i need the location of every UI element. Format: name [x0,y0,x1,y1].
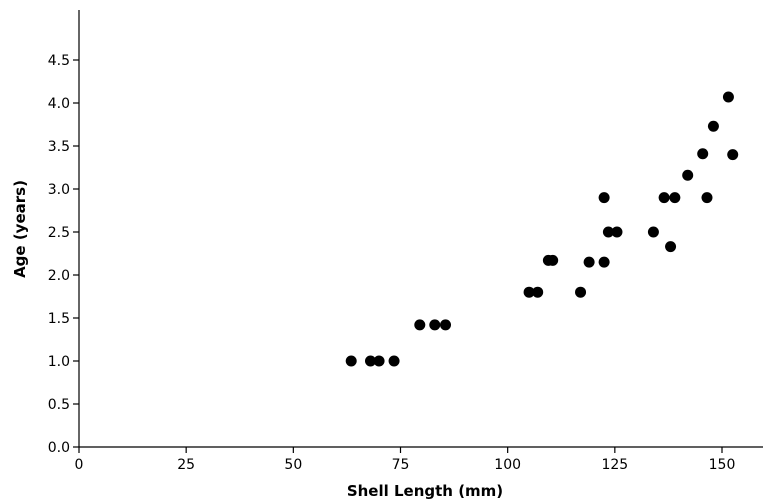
data-point [701,192,713,204]
data-point [611,226,623,238]
data-point [364,355,376,367]
data-point [682,169,694,181]
x-tick-label: 0 [75,457,84,473]
data-point [598,256,610,268]
data-point [583,256,595,268]
data-point [707,120,719,132]
y-tick-label: 1.0 [48,354,70,370]
x-tick-group: 0 25 50 75 100 125 150 [75,447,736,473]
y-tick-label: 2.0 [48,268,70,284]
data-point [547,254,559,266]
data-point [440,319,452,331]
y-axis: 0.0 0.5 1.0 1.5 2.0 2.5 3.0 3.5 4.0 4.5 [48,10,80,456]
data-point [722,91,734,103]
x-tick-label: 50 [284,457,302,473]
data-point [665,241,677,253]
data-point [598,192,610,204]
data-point [727,149,739,161]
data-point [602,226,614,238]
x-tick-label: 125 [601,457,628,473]
data-point [414,319,426,331]
x-axis-title: Shell Length (mm) [347,482,503,500]
x-tick-label: 150 [709,457,736,473]
x-tick-label: 75 [392,457,410,473]
data-point [575,286,587,298]
x-tick-label: 100 [494,457,521,473]
data-point [523,286,535,298]
data-point [429,319,441,331]
data-points [345,91,739,367]
data-point [373,355,385,367]
y-tick-label: 1.5 [48,311,70,327]
data-point [658,192,670,204]
y-tick-label: 0.5 [48,397,70,413]
data-point [345,355,357,367]
y-tick-label: 0.0 [48,440,70,456]
y-tick-label: 4.0 [48,96,70,112]
data-point [669,192,681,204]
x-tick-label: 25 [177,457,195,473]
data-point [647,226,659,238]
y-tick-label: 4.5 [48,53,70,69]
y-tick-label: 3.0 [48,182,70,198]
data-point [388,355,400,367]
y-tick-label: 2.5 [48,225,70,241]
x-axis: 0 25 50 75 100 125 150 [75,446,763,473]
data-point [697,148,709,160]
y-tick-label: 3.5 [48,139,70,155]
y-tick-group: 0.0 0.5 1.0 1.5 2.0 2.5 3.0 3.5 4.0 4.5 [48,53,79,456]
data-point [532,286,544,298]
y-axis-title: Age (years) [11,180,29,278]
